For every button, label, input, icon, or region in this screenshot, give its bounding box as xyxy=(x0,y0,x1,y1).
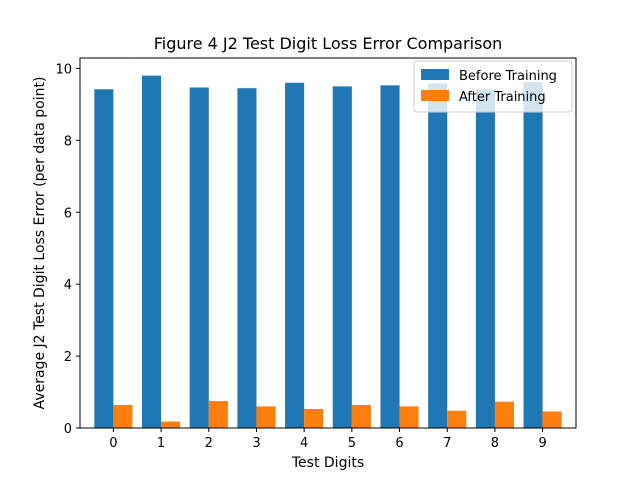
x-tick-label: 5 xyxy=(348,436,356,451)
x-axis-label: Test Digits xyxy=(291,455,364,471)
bar-before-training-digit-1 xyxy=(142,75,162,428)
x-tick-label: 9 xyxy=(538,436,546,451)
bar-after-training-digit-3 xyxy=(256,406,276,428)
y-tick-label: 8 xyxy=(64,134,72,149)
legend-swatch-before-training xyxy=(421,69,449,80)
x-tick-label: 2 xyxy=(205,436,213,451)
x-tick-label: 6 xyxy=(395,436,403,451)
bars-layer xyxy=(94,75,562,429)
bar-before-training-digit-2 xyxy=(189,87,209,429)
legend-box xyxy=(413,60,573,113)
bar-after-training-digit-4 xyxy=(304,408,324,428)
x-tick-label: 0 xyxy=(109,436,117,451)
bar-after-training-digit-7 xyxy=(447,410,467,428)
y-axis-ticks: 0 2 4 6 8 10 xyxy=(55,62,80,437)
bar-after-training-digit-1 xyxy=(161,421,181,428)
bar-after-training-digit-9 xyxy=(542,411,562,428)
y-tick-label: 6 xyxy=(64,206,72,221)
bar-before-training-digit-9 xyxy=(523,82,543,428)
plot-area-frame xyxy=(79,57,577,429)
y-tick-label: 10 xyxy=(55,62,72,77)
x-tick-label: 8 xyxy=(491,436,499,451)
bar-after-training-digit-6 xyxy=(399,406,419,428)
bar-before-training-digit-0 xyxy=(94,89,114,428)
bar-before-training-digit-5 xyxy=(332,86,352,428)
bar-after-training-digit-2 xyxy=(208,401,228,428)
y-axis-label: Average J2 Test Digit Loss Error (per da… xyxy=(32,77,48,410)
bar-before-training-digit-7 xyxy=(428,83,448,429)
bar-after-training-digit-5 xyxy=(351,404,371,428)
x-tick-label: 7 xyxy=(443,436,451,451)
bar-after-training-digit-0 xyxy=(113,404,133,428)
chart-title: Figure 4 J2 Test Digit Loss Error Compar… xyxy=(154,34,503,53)
y-tick-label: 0 xyxy=(64,422,72,437)
bar-before-training-digit-3 xyxy=(237,88,257,429)
bar-before-training-digit-4 xyxy=(285,82,305,429)
legend-swatch-after-training xyxy=(421,90,449,101)
legend-label-after-training: After Training xyxy=(459,90,546,105)
x-tick-label: 4 xyxy=(300,436,308,451)
x-axis-ticks: 0 1 2 3 4 5 6 7 8 9 xyxy=(109,428,547,451)
x-tick-label: 1 xyxy=(157,436,165,451)
legend-label-before-training: Before Training xyxy=(459,69,557,84)
bar-before-training-digit-6 xyxy=(380,85,400,428)
y-tick-label: 2 xyxy=(64,350,72,365)
bar-after-training-digit-8 xyxy=(494,401,514,428)
legend: Before Training After Training xyxy=(413,60,573,113)
y-tick-label: 4 xyxy=(64,278,72,293)
x-tick-label: 3 xyxy=(252,436,260,451)
bar-before-training-digit-8 xyxy=(475,89,495,428)
